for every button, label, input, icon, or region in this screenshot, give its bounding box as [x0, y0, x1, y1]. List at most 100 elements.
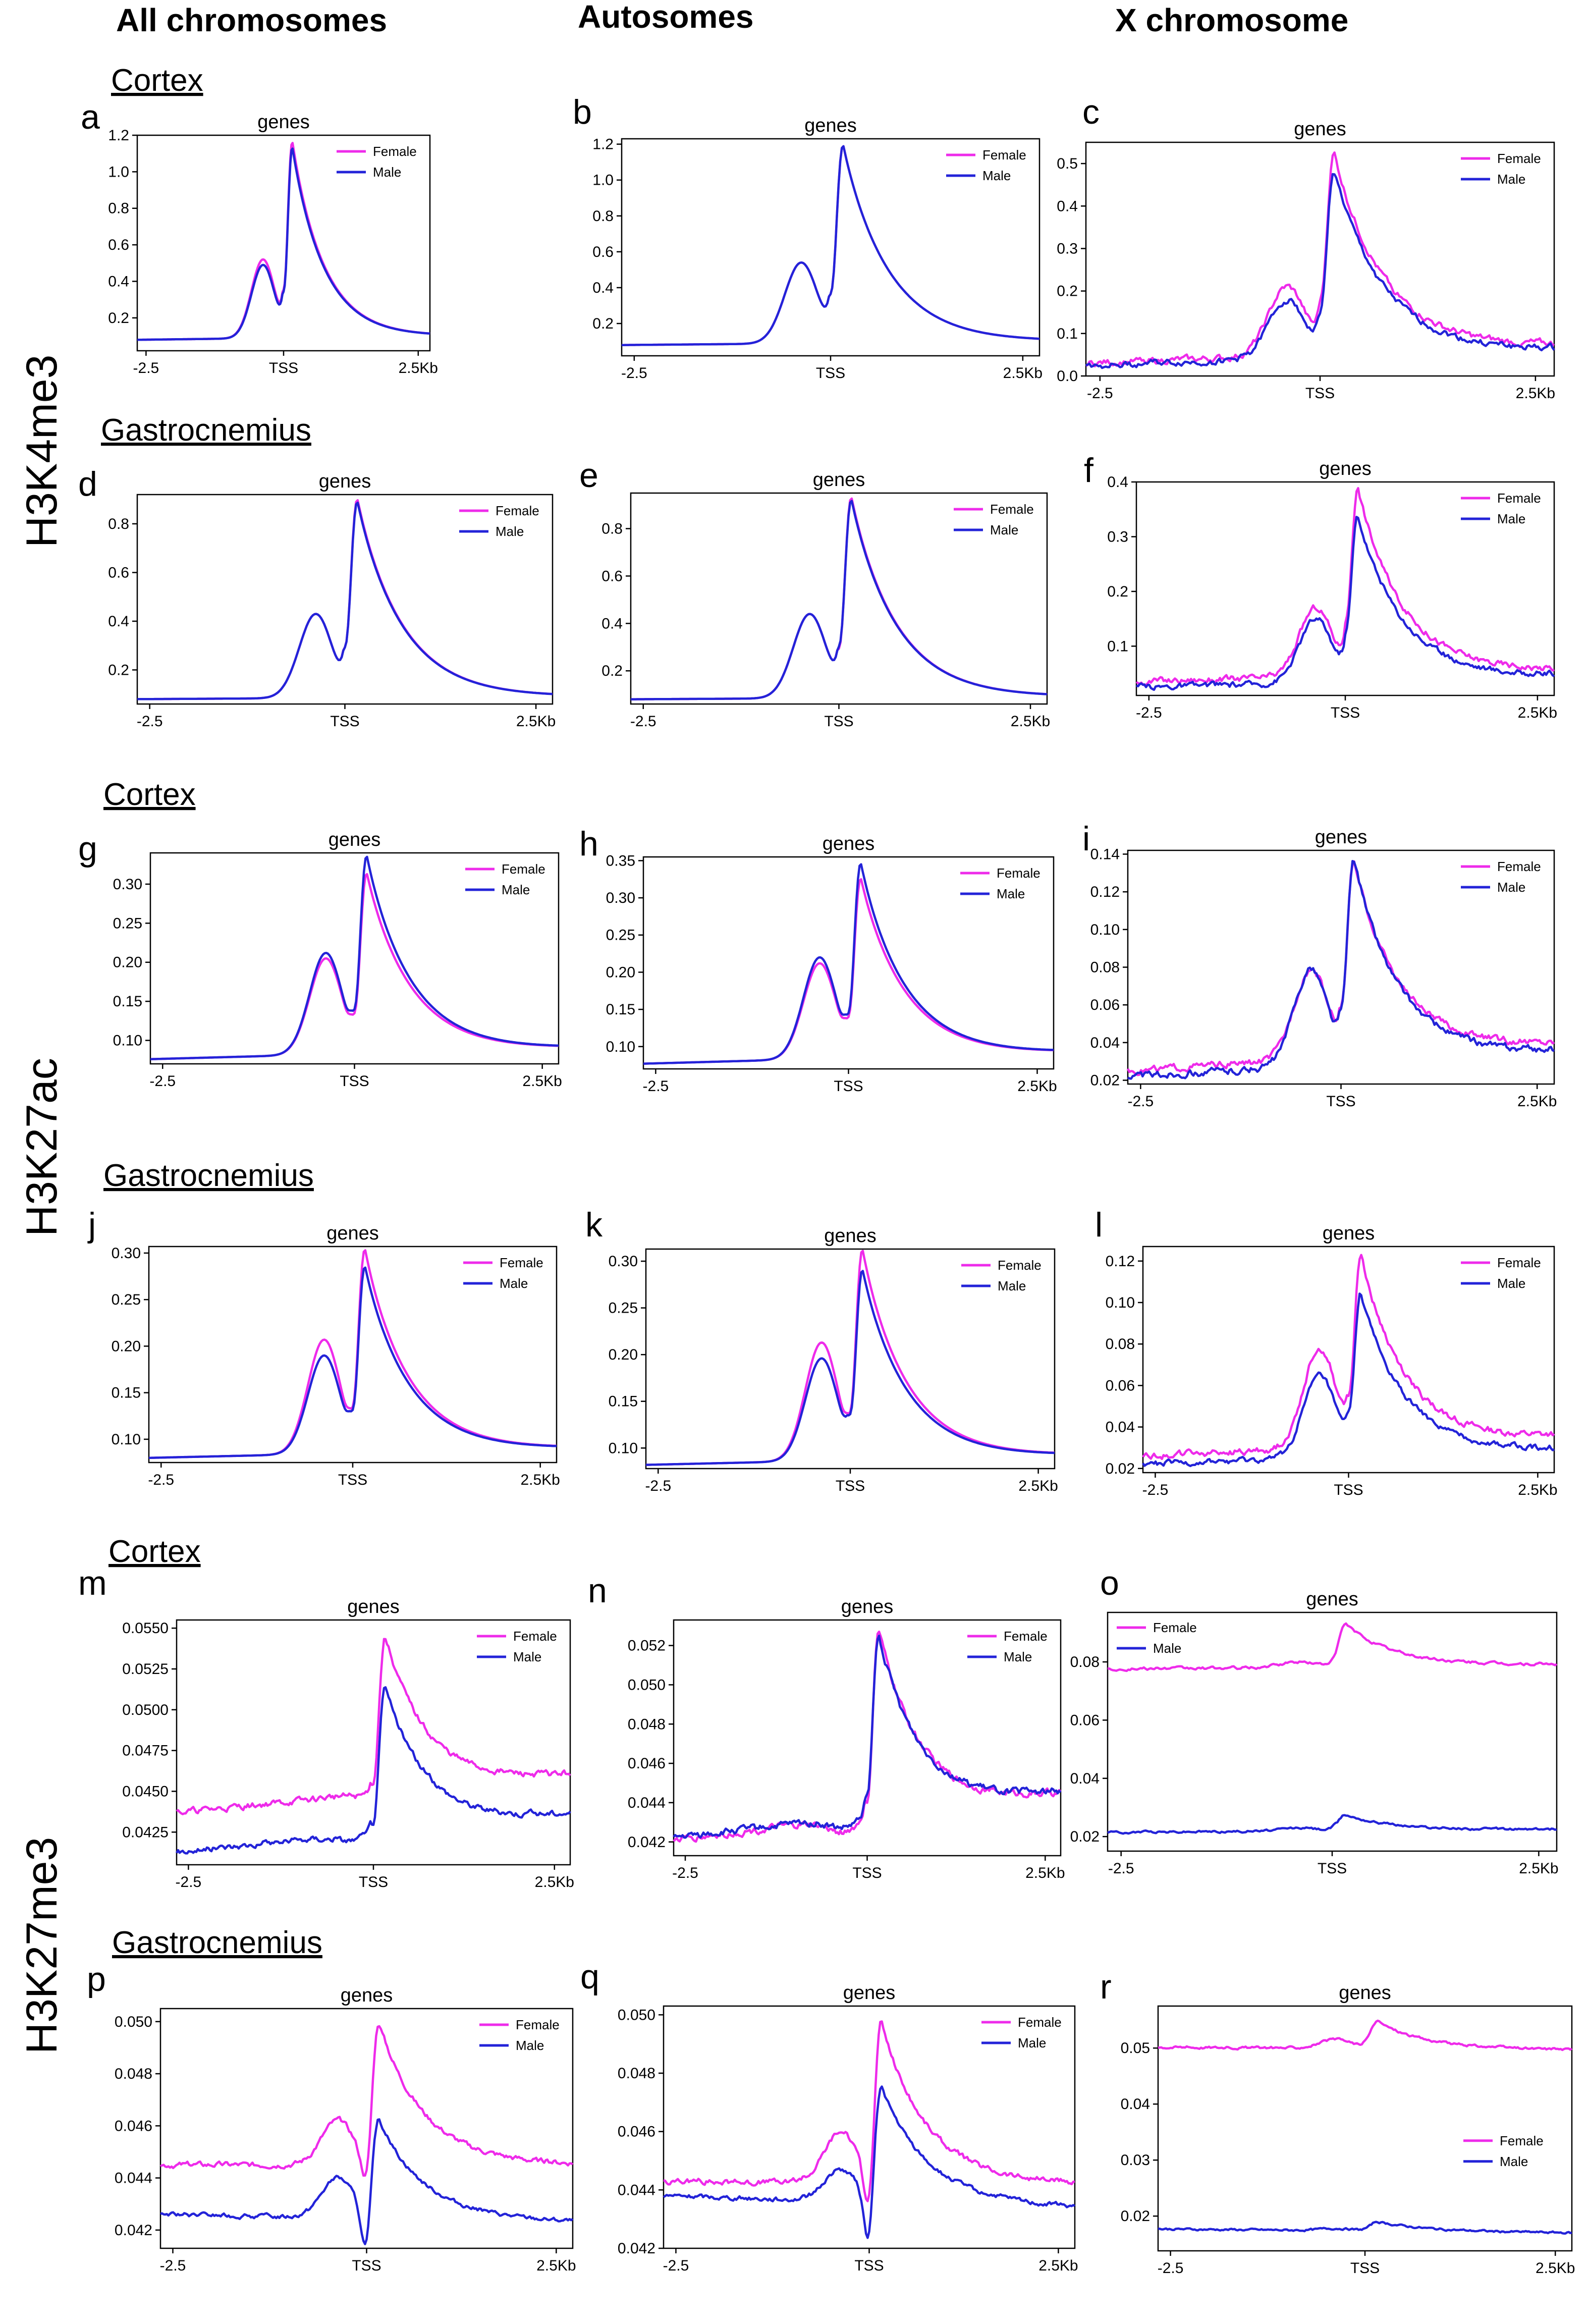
x-tick-label-h-0: -2.5: [643, 1078, 669, 1095]
y-tick-label-l-4: 0.10: [1106, 1294, 1135, 1311]
panel-e: e genes 0.2 0.4 0.6 0.8 -2.5 TSS 2.5Kb Female Male: [579, 456, 1050, 730]
series-line-g-female: [150, 873, 559, 1060]
y-tick-label-i-6: 0.14: [1090, 846, 1120, 862]
panel-letter-q: q: [580, 1958, 599, 1996]
x-tick-label-o-0: -2.5: [1108, 1860, 1134, 1877]
x-tick-label-p-2: 2.5Kb: [536, 2257, 576, 2274]
y-tick-label-b-3: 0.8: [592, 208, 614, 225]
y-tick-label-p-4: 0.050: [115, 2014, 152, 2030]
legend-label-i-female: Female: [1497, 859, 1541, 874]
panel-title-m: genes: [347, 1596, 400, 1617]
y-tick-label-i-5: 0.12: [1090, 884, 1120, 900]
panel-n: n genes 0.042 0.044 0.046 0.048 0.050 0.052 -2.5…: [588, 1572, 1065, 1881]
panel-j: j genes 0.10 0.15 0.20 0.25 0.30 -2.5 TSS 2.5Kb Fe…: [87, 1206, 560, 1488]
series-line-d-female: [137, 499, 553, 700]
panel-r: r genes 0.02 0.03 0.04 0.05 -2.5 TSS 2.5Kb Female…: [1100, 1968, 1575, 2277]
panel-c: c genes 0.0 0.1 0.2 0.3 0.4 0.5 -2.5 TSS 2.5Kb Fema…: [1057, 93, 1555, 402]
panel-title-o: genes: [1306, 1589, 1358, 1610]
y-tick-label-m-3: 0.0500: [122, 1702, 169, 1718]
y-tick-label-n-3: 0.048: [628, 1716, 666, 1733]
y-tick-label-k-4: 0.30: [609, 1253, 638, 1270]
x-tick-label-d-0: -2.5: [137, 713, 163, 730]
x-tick-label-h-2: 2.5Kb: [1017, 1078, 1057, 1095]
y-tick-label-d-3: 0.8: [108, 516, 129, 532]
y-tick-label-r-0: 0.02: [1121, 2208, 1150, 2225]
panel-a: a genes 0.2 0.4 0.6 0.8 1.0 1.2 -2.5 TSS 2.5Kb Fema…: [81, 98, 438, 376]
y-tick-label-a-4: 1.0: [108, 164, 129, 180]
labels-layer: All chromosomes Autosomes X chromosome H…: [18, 0, 1348, 2054]
panel-title-q: genes: [843, 1982, 896, 2004]
y-tick-label-n-2: 0.046: [628, 1755, 666, 1772]
x-tick-label-j-1: TSS: [338, 1472, 367, 1488]
series-line-n-male: [673, 1634, 1062, 1839]
y-tick-label-c-1: 0.1: [1057, 326, 1078, 342]
x-tick-label-b-2: 2.5Kb: [1003, 365, 1043, 382]
y-tick-label-f-1: 0.2: [1107, 583, 1128, 600]
panel-letter-c: c: [1082, 93, 1100, 131]
panel-title-j: genes: [326, 1223, 379, 1244]
legend-label-c-female: Female: [1497, 151, 1541, 166]
x-tick-label-g-1: TSS: [340, 1073, 369, 1090]
x-tick-label-c-0: -2.5: [1087, 385, 1113, 402]
y-tick-label-f-3: 0.4: [1107, 474, 1128, 491]
series-line-r-male: [1158, 2221, 1572, 2235]
y-tick-label-q-0: 0.042: [618, 2240, 655, 2257]
y-tick-label-n-1: 0.044: [628, 1795, 666, 1811]
plot-frame-c: [1085, 141, 1555, 377]
y-tick-label-b-4: 1.0: [592, 172, 614, 189]
y-tick-label-r-2: 0.04: [1121, 2096, 1150, 2113]
y-tick-label-f-2: 0.3: [1107, 528, 1128, 545]
x-tick-label-r-2: 2.5Kb: [1536, 2260, 1575, 2277]
legend-label-c-male: Male: [1497, 172, 1525, 187]
y-tick-label-l-5: 0.12: [1106, 1253, 1135, 1270]
plot-frame-d: [136, 494, 554, 705]
tissue-label-cortex-h3k27me3: Cortex: [108, 1534, 201, 1569]
y-tick-label-q-3: 0.048: [618, 2065, 655, 2082]
legend-label-j-female: Female: [500, 1255, 543, 1270]
panel-title-f: genes: [1319, 458, 1372, 479]
column-title-all-chromosomes: All chromosomes: [116, 2, 387, 38]
legend-label-q-male: Male: [1018, 2035, 1046, 2050]
row-title-h3k4me3: H3K4me3: [18, 355, 66, 548]
y-tick-label-d-2: 0.6: [108, 564, 129, 581]
y-tick-label-i-2: 0.06: [1090, 997, 1120, 1013]
x-tick-label-f-2: 2.5Kb: [1518, 705, 1557, 721]
y-tick-label-b-1: 0.4: [592, 280, 614, 296]
series-line-m-female: [176, 1638, 571, 1815]
legend-label-q-female: Female: [1018, 2015, 1062, 2030]
panel-letter-m: m: [78, 1564, 107, 1602]
series-line-n-female: [673, 1630, 1062, 1843]
panel-letter-b: b: [573, 93, 592, 131]
panel-title-c: genes: [1294, 119, 1346, 140]
plot-frame-m: [176, 1619, 571, 1866]
x-tick-label-a-0: -2.5: [133, 360, 159, 376]
legend-label-f-male: Male: [1497, 511, 1525, 526]
series-line-c-male: [1085, 173, 1555, 369]
x-tick-label-m-1: TSS: [359, 1874, 388, 1890]
legend-label-e-male: Male: [990, 522, 1018, 537]
series-line-r-female: [1158, 2019, 1573, 2051]
legend-label-l-female: Female: [1497, 1255, 1541, 1270]
panel-o: o genes 0.02 0.04 0.06 0.08 -2.5 TSS 2.5Kb Female…: [1070, 1564, 1559, 1877]
y-tick-label-p-1: 0.044: [115, 2170, 152, 2187]
panel-letter-p: p: [87, 1960, 106, 1998]
y-tick-label-j-4: 0.30: [112, 1245, 141, 1262]
y-tick-label-g-2: 0.20: [113, 954, 142, 971]
y-tick-label-h-5: 0.35: [606, 852, 635, 869]
y-tick-label-i-3: 0.08: [1090, 959, 1120, 976]
y-tick-label-m-0: 0.0425: [122, 1824, 169, 1841]
panel-letter-f: f: [1084, 451, 1093, 490]
y-tick-label-o-1: 0.04: [1070, 1770, 1100, 1787]
y-tick-label-p-3: 0.048: [115, 2066, 152, 2082]
x-tick-label-p-1: TSS: [352, 2257, 381, 2274]
y-tick-label-e-0: 0.2: [601, 663, 623, 679]
y-tick-label-g-3: 0.25: [113, 915, 142, 932]
y-tick-label-k-0: 0.10: [609, 1440, 638, 1456]
y-tick-label-b-2: 0.6: [592, 244, 614, 260]
x-tick-label-n-1: TSS: [852, 1865, 882, 1881]
series-line-q-female: [663, 2020, 1075, 2202]
panel-title-g: genes: [328, 829, 381, 850]
y-tick-label-o-0: 0.02: [1070, 1828, 1100, 1845]
panel-h: h genes 0.10 0.15 0.20 0.25 0.30 0.35 -2.5 TSS 2.5…: [579, 825, 1057, 1095]
panel-title-h: genes: [823, 833, 875, 854]
